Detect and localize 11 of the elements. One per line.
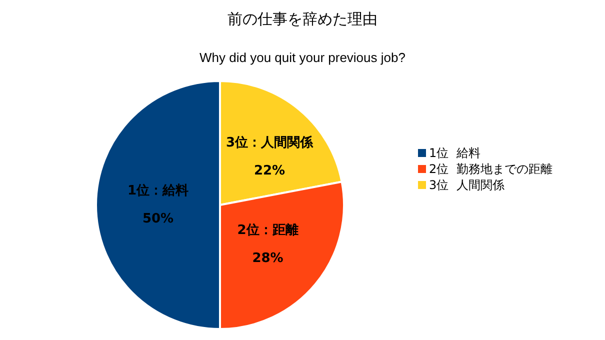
text: 2位：距離 <box>237 222 298 238</box>
data-label: 22% <box>254 164 286 179</box>
chart-title: 前の仕事を辞めた理由 <box>226 10 378 29</box>
text: 1位：給料 <box>127 183 189 198</box>
legend-label: 3位 人間関係 <box>429 176 504 194</box>
text: 3位：人間関係 <box>226 136 314 151</box>
data-label: 28% <box>252 250 284 266</box>
chart-subtitle: Why did you quit your previous job? <box>198 50 406 65</box>
data-label: 50% <box>142 211 174 226</box>
legend-label: 2位 勤務地までの距離 <box>429 160 552 178</box>
legend-label: 1位 給料 <box>429 144 480 162</box>
